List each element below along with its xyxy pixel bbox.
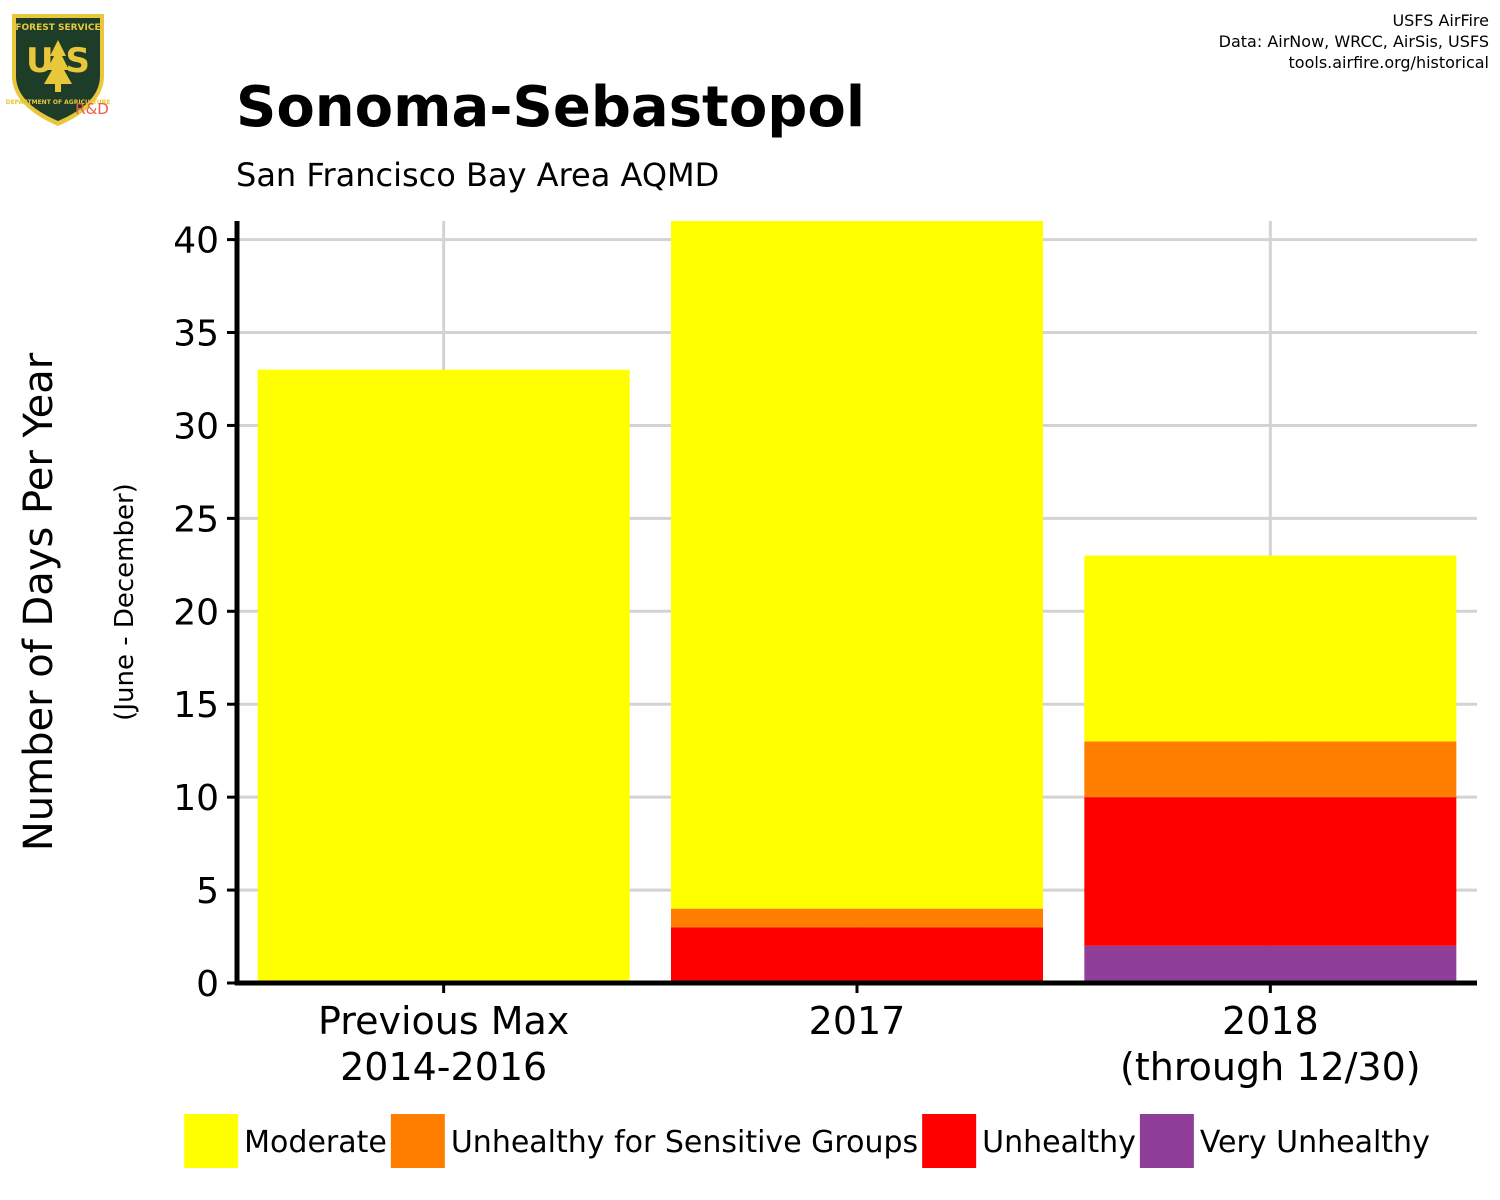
bar-segment-unhealthy (671, 927, 1043, 983)
y-tick-label: 25 (173, 499, 219, 540)
y-tick-label: 20 (173, 592, 219, 633)
bar-segment-moderate (1084, 555, 1457, 742)
credit-line-1: USFS AirFire (1392, 11, 1489, 30)
y-axis-label: Number of Days Per Year (16, 352, 62, 851)
x-tick-label: Previous Max (318, 999, 569, 1043)
bar-segment-unhealthy (1084, 797, 1457, 946)
bar-segment-moderate (257, 369, 630, 983)
chart-subtitle: San Francisco Bay Area AQMD (236, 156, 719, 194)
bars (257, 221, 1457, 983)
chart-title: Sonoma-Sebastopol (236, 75, 865, 140)
y-tick-label: 15 (173, 685, 219, 726)
y-tick-label: 10 (173, 778, 219, 819)
logo-tree-icon (44, 40, 72, 92)
bar-segment-unhealthy-for-sensitive-groups (1084, 741, 1457, 798)
x-tick-label: 2014-2016 (340, 1045, 547, 1089)
logo-rd: R&D (75, 100, 109, 118)
y-tick-label: 0 (196, 964, 219, 1005)
y-axis-sublabel: (June - December) (110, 483, 140, 721)
x-tick-label: (through 12/30) (1120, 1045, 1421, 1089)
bar-segment-very-unhealthy (1084, 945, 1457, 983)
y-tick-label: 40 (173, 221, 219, 262)
bar-segment-moderate (671, 221, 1043, 909)
legend-swatch (922, 1114, 977, 1168)
legend: Moderate Unhealthy for Sensitive Groups Un… (184, 1114, 1430, 1168)
x-tick-label: 2018 (1222, 999, 1319, 1043)
legend-label: Unhealthy (982, 1125, 1136, 1160)
y-tick-label: 35 (173, 314, 219, 355)
usfs-logo: FOREST SERVICE U S DEPARTMENT OF AGRICUL… (6, 14, 111, 126)
bar-segment-unhealthy-for-sensitive-groups (671, 908, 1043, 928)
legend-swatch (390, 1114, 445, 1168)
logo-top-text: FOREST SERVICE (15, 23, 100, 33)
legend-label: Very Unhealthy (1200, 1125, 1430, 1160)
y-tick-label: 30 (173, 406, 219, 447)
legend-label: Moderate (244, 1125, 387, 1160)
legend-swatch (1139, 1114, 1194, 1168)
credit-line-2: Data: AirNow, WRCC, AirSis, USFS (1219, 32, 1489, 51)
legend-label: Unhealthy for Sensitive Groups (451, 1125, 918, 1160)
credit-line-3: tools.airfire.org/historical (1289, 53, 1489, 72)
logo-bottom-text: DEPARTMENT OF AGRICULTURE (6, 99, 111, 106)
y-tick-label: 5 (196, 871, 219, 912)
x-tick-label: 2017 (809, 999, 906, 1043)
legend-swatch (184, 1114, 239, 1168)
